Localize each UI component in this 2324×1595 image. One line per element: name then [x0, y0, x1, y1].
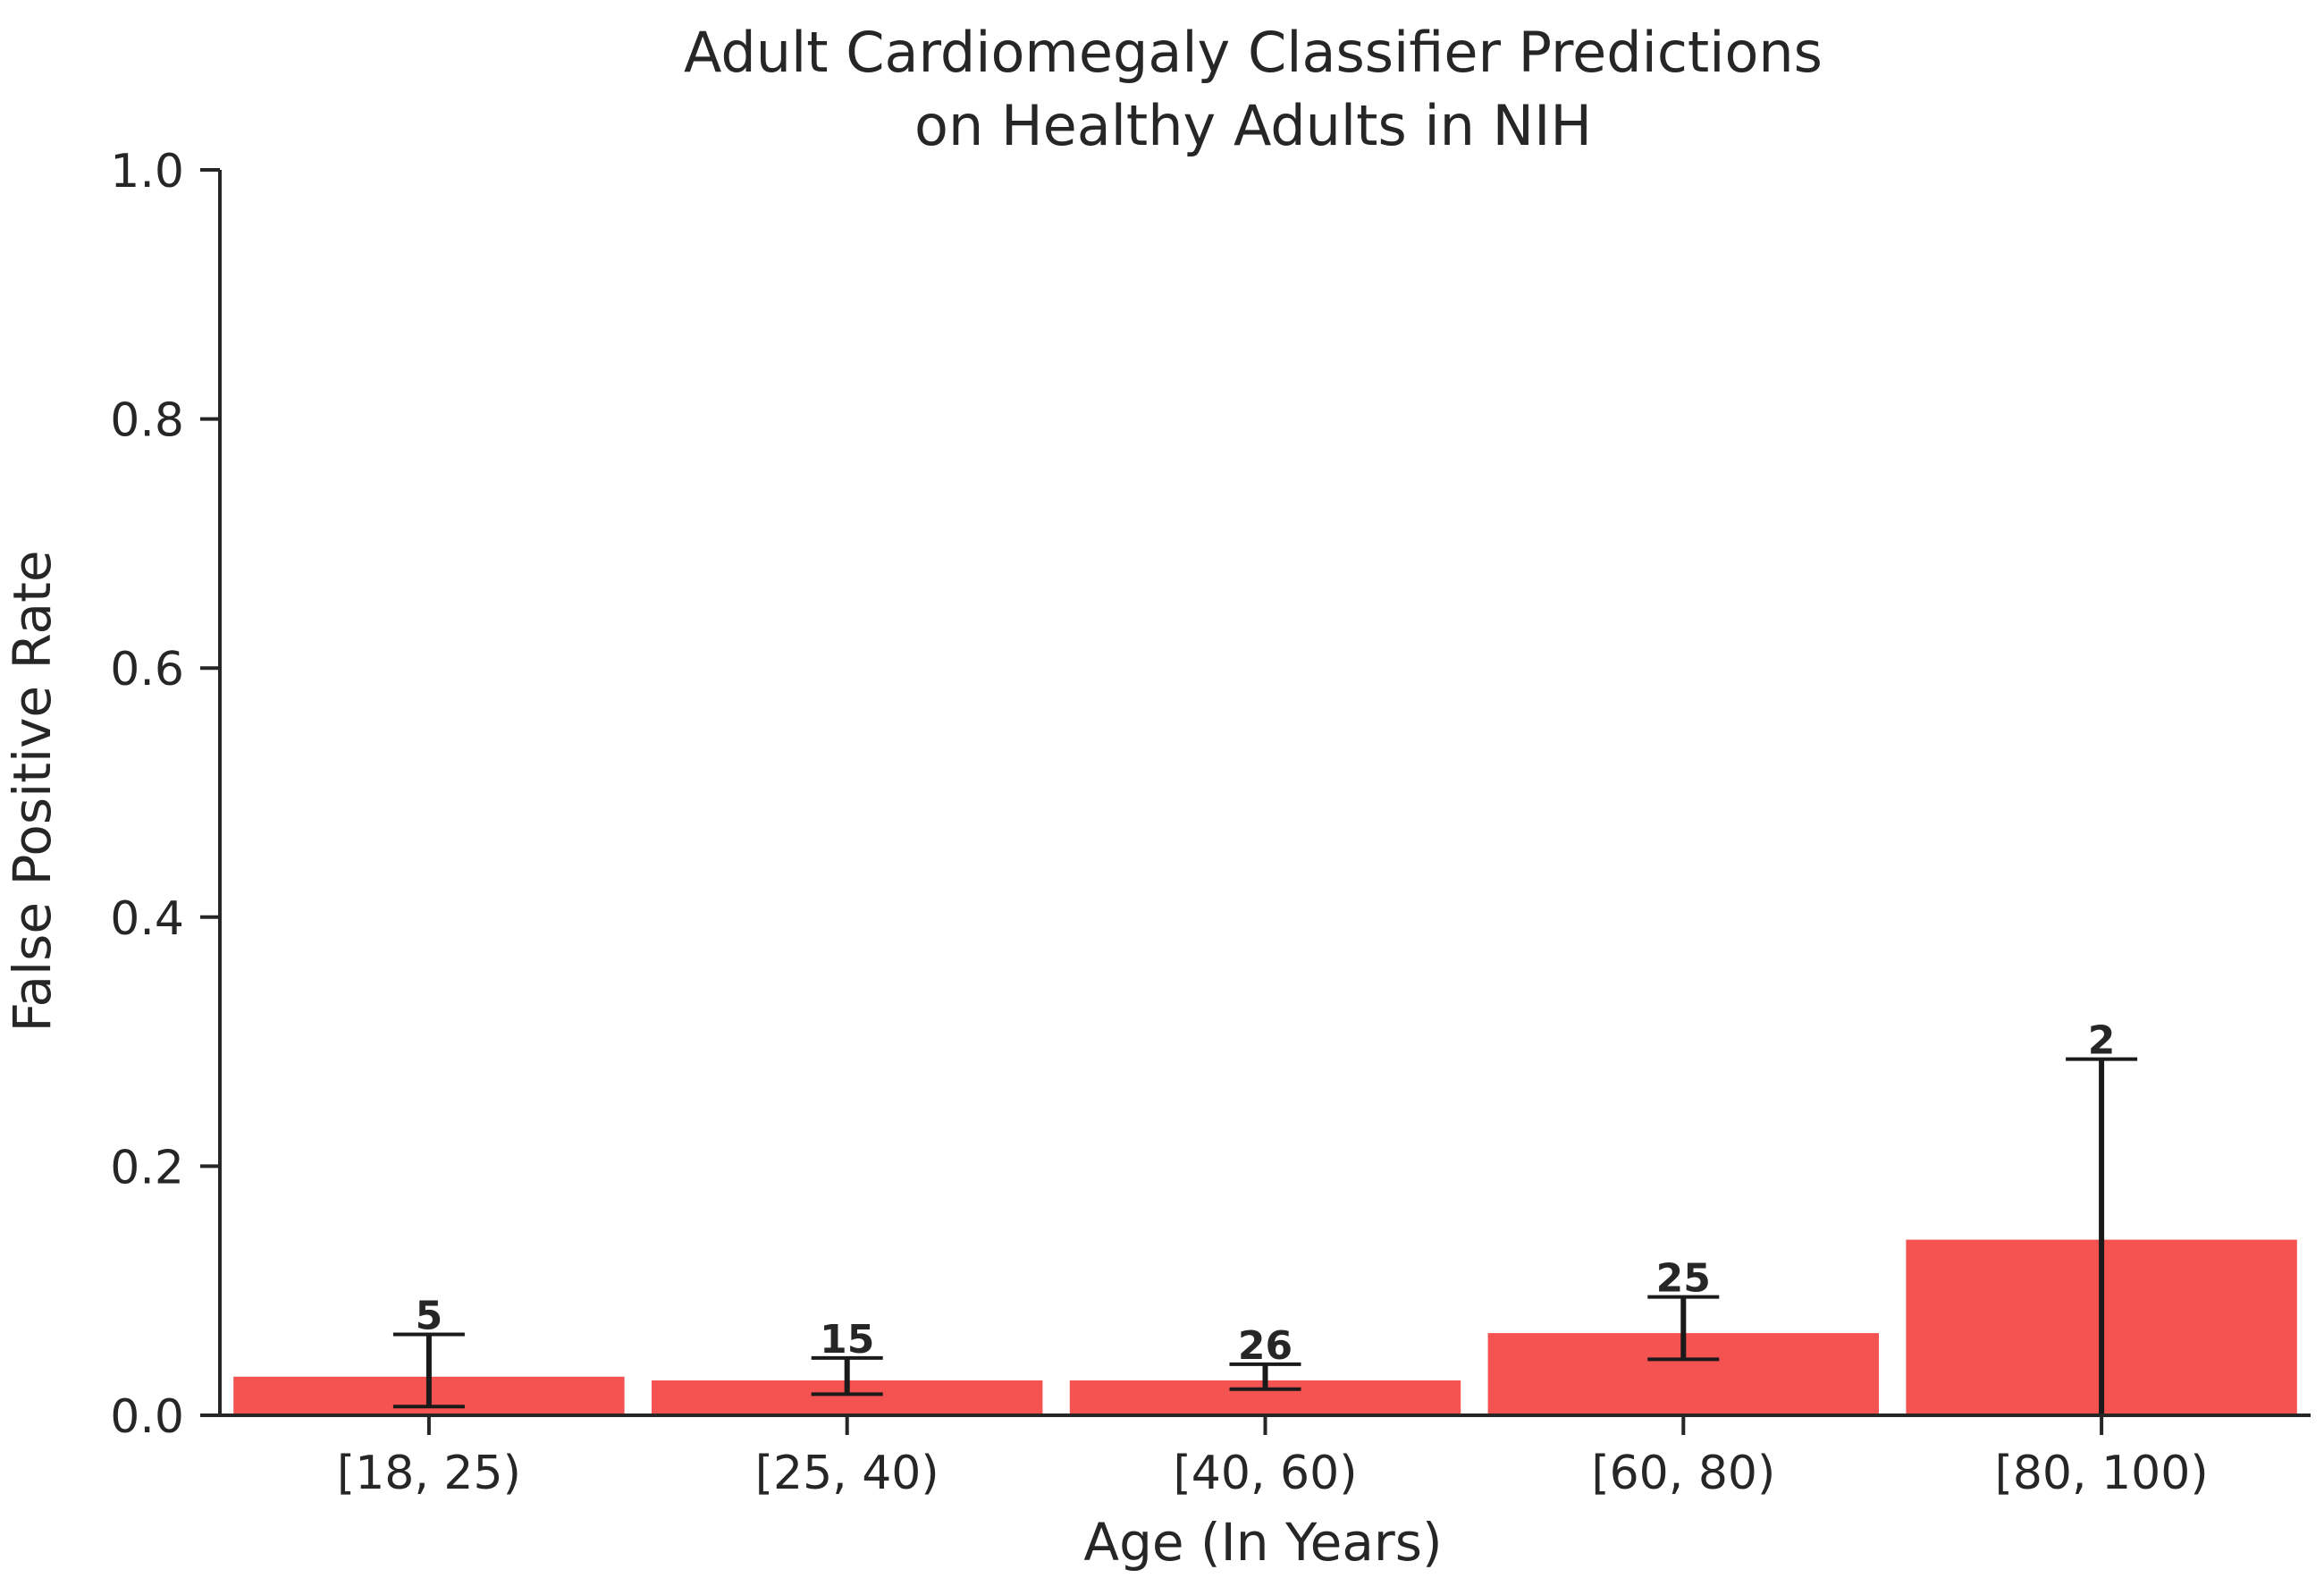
x-tick-label-1: [25, 40)	[755, 1447, 939, 1500]
count-labels-group: 5 15 26 25 2	[416, 1018, 2116, 1369]
y-tick-label-0: 0.0	[110, 1390, 184, 1444]
y-tick-label-2: 0.4	[110, 892, 184, 946]
chart-title-line2: on Healthy Adults in NIH	[914, 93, 1592, 158]
count-label-3: 25	[1656, 1256, 1711, 1302]
x-tick-label-4: [80, 100)	[1995, 1447, 2209, 1500]
y-tick-label-5: 1.0	[110, 145, 184, 198]
count-label-2: 26	[1238, 1323, 1293, 1369]
y-tick-label-3: 0.6	[110, 643, 184, 696]
x-tick-label-0: [18, 25)	[337, 1447, 521, 1500]
chart-title-line1: Adult Cardiomegaly Classifier Prediction…	[684, 20, 1823, 85]
x-tick-label-2: [40, 60)	[1174, 1447, 1358, 1500]
y-tick-label-4: 0.8	[110, 394, 184, 448]
axes-group: [18, 25) [25, 40) [40, 60) [60, 80) [80, 100…	[110, 145, 2311, 1500]
x-axis-label: Age (In Years)	[1083, 1512, 1442, 1573]
y-axis-label: False Positive Rate	[2, 550, 63, 1032]
count-label-4: 2	[2088, 1018, 2116, 1064]
error-bars-group	[392, 1057, 2138, 1417]
y-tick-label-1: 0.2	[110, 1141, 184, 1194]
x-tick-label-3: [60, 80)	[1591, 1447, 1775, 1500]
count-label-1: 15	[820, 1317, 874, 1363]
count-label-0: 5	[416, 1293, 443, 1338]
